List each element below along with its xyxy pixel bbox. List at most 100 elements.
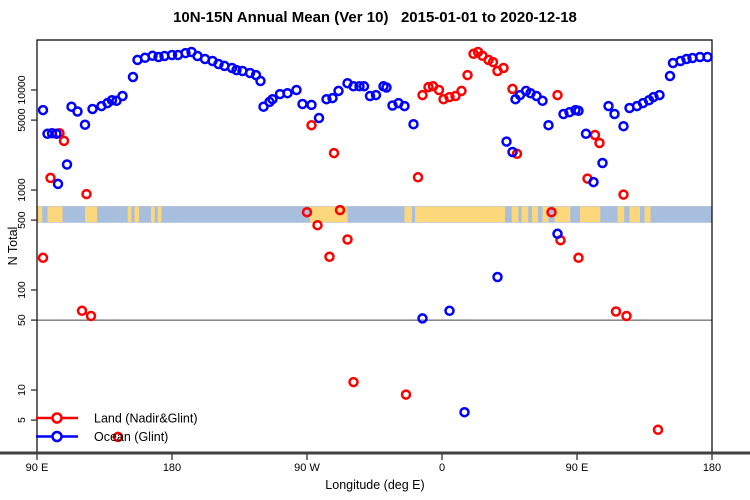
data-point-ocean <box>106 94 118 106</box>
chart-title: 10N-15N Annual Mean (Ver 10) 2015-01-01 … <box>173 9 577 26</box>
data-point-ocean <box>381 82 392 93</box>
data-point-ocean <box>537 95 548 107</box>
data-point-ocean <box>573 105 584 117</box>
data-point-ocean <box>267 93 278 105</box>
data-point-land <box>444 91 455 103</box>
data-point-ocean <box>501 136 512 147</box>
data-point-land <box>433 84 445 96</box>
data-point-ocean <box>348 81 359 92</box>
latitude-band-land-patch <box>542 206 549 223</box>
data-point-ocean <box>127 71 139 83</box>
data-point-ocean <box>609 108 620 120</box>
data-point-ocean <box>408 118 419 130</box>
data-point-ocean <box>702 51 713 63</box>
latitude-band-land-patch <box>134 206 139 223</box>
data-point-land <box>438 93 449 105</box>
data-point-ocean <box>297 98 308 110</box>
data-point-land <box>450 90 461 102</box>
data-point-ocean <box>321 93 332 105</box>
latitude-band-land-patch <box>127 206 132 223</box>
latitude-band-land-patch <box>47 206 63 223</box>
data-point-land <box>498 62 509 74</box>
data-point-land <box>589 129 601 141</box>
data-point-ocean <box>61 159 73 170</box>
data-point-land <box>507 83 518 95</box>
data-point-land <box>348 376 359 388</box>
data-point-land <box>324 251 335 263</box>
data-point-land <box>462 69 473 81</box>
data-point-ocean <box>597 157 608 169</box>
latitude-band-land-patch <box>521 206 529 223</box>
data-point-ocean <box>459 406 470 418</box>
latitude-band-land-patch <box>85 206 97 223</box>
y-tick-label: 1000 <box>16 178 28 202</box>
data-point-ocean <box>147 50 158 62</box>
data-point-ocean <box>558 108 569 120</box>
data-point-land <box>306 119 317 131</box>
data-point-ocean <box>543 119 554 131</box>
data-point-ocean <box>51 128 62 140</box>
data-point-ocean <box>399 100 410 112</box>
y-tick-label: 5 <box>16 417 28 423</box>
latitude-band-land-patch <box>554 206 571 223</box>
data-point-land <box>546 206 557 218</box>
data-point-land <box>312 219 323 231</box>
data-point-land <box>342 234 353 245</box>
data-point-ocean <box>52 178 64 190</box>
data-point-land <box>618 189 629 200</box>
latitude-band-land-patch <box>644 206 651 223</box>
data-point-ocean <box>370 89 382 101</box>
data-point-land <box>112 431 124 443</box>
data-point-land <box>45 172 56 184</box>
latitude-band-land-patch <box>617 206 625 223</box>
data-point-ocean <box>654 89 665 101</box>
data-point-land <box>652 424 664 436</box>
legend-marker <box>51 412 63 424</box>
data-point-ocean <box>117 90 128 102</box>
latitude-band-land-patch <box>151 206 155 223</box>
data-point-land <box>552 89 563 101</box>
data-point-land <box>334 204 346 216</box>
data-point-ocean <box>291 84 302 96</box>
data-point-ocean <box>492 271 503 283</box>
data-point-ocean <box>444 305 455 317</box>
data-point-ocean <box>306 99 317 111</box>
data-point-land <box>423 81 434 93</box>
data-point-ocean <box>603 100 614 112</box>
data-point-ocean <box>282 87 293 99</box>
latitude-band-land-patch <box>580 206 601 223</box>
data-point-ocean <box>507 146 518 158</box>
data-point-land <box>594 137 605 149</box>
legend-label: Ocean (Glint) <box>94 430 168 444</box>
data-point-land <box>412 172 424 183</box>
x-tick-label: 180 <box>703 462 721 474</box>
legend-marker <box>51 430 63 443</box>
latitude-band-land-patch <box>532 206 538 223</box>
data-point-ocean <box>354 81 365 92</box>
data-point-ocean <box>244 67 256 79</box>
x-tick-label: 180 <box>163 462 181 474</box>
x-tick-label: 90 W <box>294 462 320 474</box>
data-point-ocean <box>681 53 692 65</box>
data-point-land <box>610 306 622 317</box>
latitude-band-land-patch <box>404 206 412 223</box>
x-axis-title: Longitude (deg E) <box>325 478 425 492</box>
data-point-ocean <box>255 75 266 87</box>
y-tick-label: 10000 <box>16 75 28 104</box>
latitude-band-land-patch <box>415 206 505 223</box>
data-point-ocean <box>552 228 563 240</box>
data-point-ocean <box>180 47 191 59</box>
data-point-land <box>85 310 97 322</box>
data-point-ocean <box>648 91 659 103</box>
legend-label: Land (Nadir&Glint) <box>94 412 198 426</box>
data-point-ocean <box>675 55 686 67</box>
y-tick-label: 5000 <box>16 108 28 132</box>
latitude-band-land-patch <box>310 206 348 223</box>
x-tick-label: 0 <box>439 462 445 474</box>
data-point-ocean <box>87 103 98 115</box>
data-point-land <box>37 252 49 264</box>
data-point-ocean <box>358 81 370 92</box>
data-point-ocean <box>664 70 676 82</box>
